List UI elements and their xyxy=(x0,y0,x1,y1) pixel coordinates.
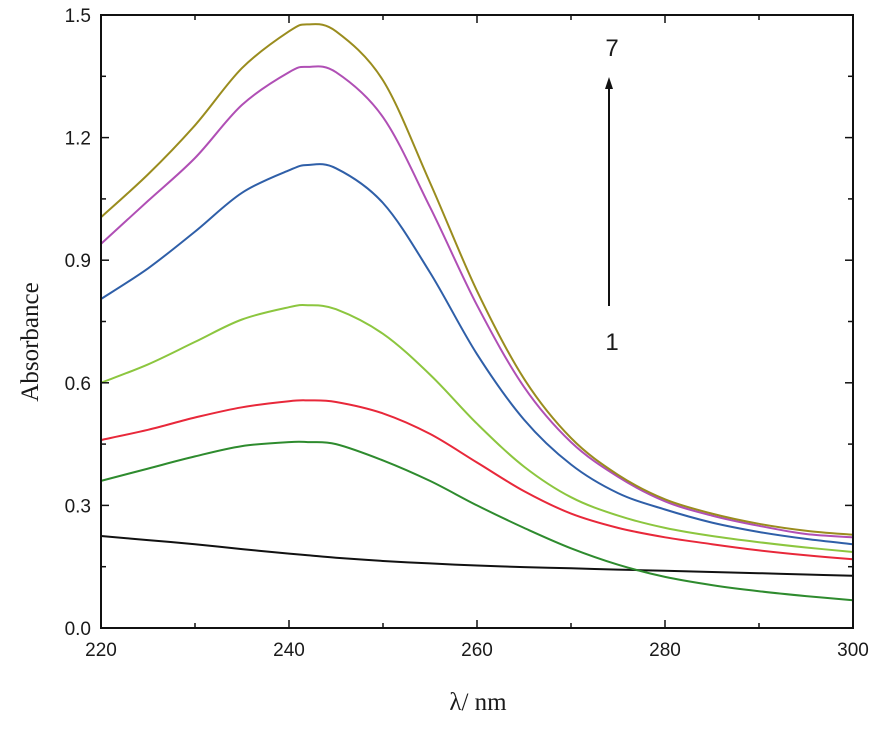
plot-frame xyxy=(100,14,854,629)
series-line-3 xyxy=(100,399,854,561)
y-tick-label: 1.5 xyxy=(65,6,91,27)
annotation-end-label: 7 xyxy=(605,35,618,62)
x-tick-label: 280 xyxy=(649,640,681,661)
y-axis-title: Absorbance xyxy=(17,282,44,401)
annotation-start-label: 1 xyxy=(605,329,618,356)
series-order-annotation: 7 1 xyxy=(605,35,619,356)
x-axis-title: λ/ nm xyxy=(449,689,507,716)
series-line-5 xyxy=(100,163,854,546)
y-tick-label: 0.9 xyxy=(65,251,91,272)
y-tick-label: 0.6 xyxy=(65,374,91,395)
series-line-4 xyxy=(100,304,854,553)
x-tick-label: 300 xyxy=(837,640,869,661)
series-line-2 xyxy=(100,440,854,602)
y-tick-label: 1.2 xyxy=(65,129,91,150)
axes-layer: 220 240 260 280 300 0.0 0.3 0.6 0.9 1.2 1.5 xyxy=(65,6,869,661)
x-tick-label: 220 xyxy=(85,640,117,661)
x-tick-label: 260 xyxy=(461,640,493,661)
series-layer xyxy=(100,23,854,602)
y-tick-label: 0.3 xyxy=(65,496,91,517)
series-line-6 xyxy=(100,65,854,539)
annotation-arrow-head xyxy=(605,77,613,89)
y-tick-label: 0.0 xyxy=(65,619,91,640)
series-line-1 xyxy=(100,535,854,577)
x-tick-label: 240 xyxy=(273,640,305,661)
series-line-7 xyxy=(100,23,854,536)
